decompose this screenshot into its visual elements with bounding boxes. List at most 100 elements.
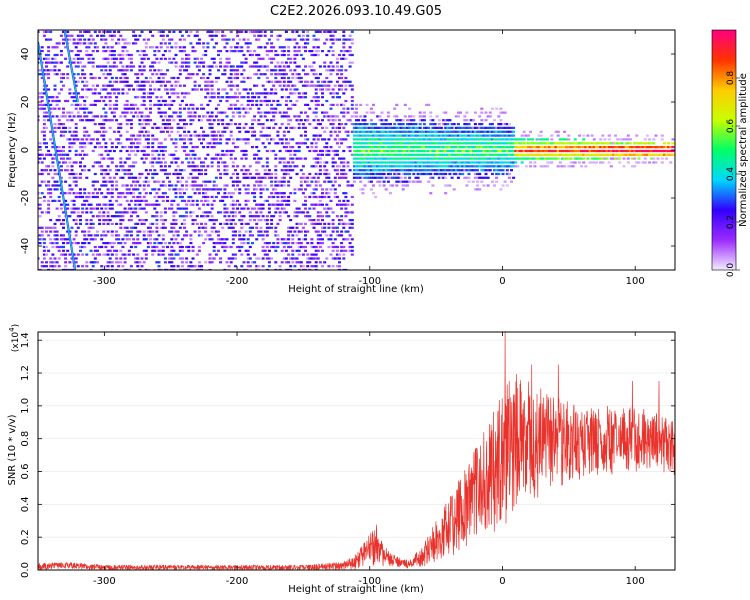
spectrogram-cell xyxy=(344,192,348,195)
spectrogram-cell xyxy=(238,38,242,41)
spectrogram-cell xyxy=(178,226,182,229)
spectrogram-cell xyxy=(155,199,159,202)
spectrogram-cell xyxy=(38,57,40,60)
spectrogram-cell xyxy=(416,134,420,137)
spectrogram-cell xyxy=(119,222,123,225)
spectrogram-cell xyxy=(403,130,407,133)
spectrogram-cell xyxy=(490,153,494,156)
spectrogram-cell xyxy=(110,203,114,206)
spectrogram-cell xyxy=(62,73,65,76)
spectrogram-cell xyxy=(72,96,76,99)
spectrogram-cell xyxy=(323,84,327,87)
spectrogram-cell xyxy=(62,153,65,156)
spectrogram-cell xyxy=(299,230,303,233)
spectrogram-cell xyxy=(155,149,159,153)
spectrogram-cell xyxy=(81,207,85,210)
spectrogram-cell xyxy=(195,88,199,91)
spectrogram-cell xyxy=(338,38,341,41)
spectrogram-cell xyxy=(280,123,284,126)
spectrogram-cell xyxy=(463,134,467,137)
spectrogram-cell xyxy=(422,165,426,168)
spectrogram-cell xyxy=(304,96,307,99)
spectrogram-cell xyxy=(106,157,110,160)
spectrogram-cell xyxy=(357,149,361,153)
spectrogram-cell xyxy=(306,146,310,149)
spectrogram-cell xyxy=(469,142,473,145)
spectrogram-cell xyxy=(342,169,346,172)
spectrogram-cell xyxy=(66,238,70,241)
spectrogram-cell xyxy=(444,157,448,160)
spectrogram-cell xyxy=(96,230,99,233)
spectrogram-cell xyxy=(293,57,297,60)
spectrogram-cell xyxy=(140,96,144,99)
spectrogram-cell xyxy=(149,103,152,106)
spectrogram-cell xyxy=(344,80,348,83)
spectrogram-cell xyxy=(425,130,429,133)
spectrogram-cell xyxy=(79,153,82,156)
spectrogram-cell xyxy=(236,99,240,103)
spectrogram-cell xyxy=(376,138,380,141)
spectrogram-cell xyxy=(40,107,44,110)
spectrogram-cell xyxy=(208,65,212,68)
spectrogram-cell xyxy=(342,115,346,118)
spectrogram-cell xyxy=(229,149,233,153)
spectrogram-cell xyxy=(280,61,284,64)
spectrogram-cell xyxy=(310,65,314,68)
spectrogram-cell xyxy=(295,165,299,168)
spectrogram-cell xyxy=(374,165,378,168)
spectrogram-cell xyxy=(282,207,286,210)
spectrogram-cell xyxy=(214,34,218,37)
spectrogram-cell xyxy=(229,103,233,106)
spectrogram-cell xyxy=(314,172,318,176)
spectrogram-cell xyxy=(140,219,144,222)
spectrogram-cell xyxy=(376,142,380,145)
spectrogram-cell xyxy=(178,50,182,53)
spectrogram-cell xyxy=(476,138,479,141)
spectrogram-cell xyxy=(306,180,310,183)
spectrogram-cell xyxy=(437,176,441,179)
spectrogram-cell xyxy=(374,169,378,172)
spectrogram-cell xyxy=(168,30,172,33)
spectrogram-cell xyxy=(410,149,414,153)
spectrogram-cell xyxy=(301,84,305,87)
spectrogram-cell xyxy=(91,180,95,183)
spectrogram-cell xyxy=(159,169,163,172)
spectrogram-cell xyxy=(278,149,282,153)
spectrogram-cell xyxy=(361,172,365,176)
spectrogram-cell xyxy=(197,245,201,249)
spectrogram-cell xyxy=(325,146,329,149)
spectrogram-cell xyxy=(76,53,80,57)
spectrogram-cell xyxy=(183,107,186,110)
spectrogram-cell xyxy=(316,38,320,41)
spectrogram-cell xyxy=(234,230,237,233)
spectrogram-cell xyxy=(365,103,369,106)
spectrogram-cell xyxy=(473,157,477,160)
spectrogram-cell xyxy=(85,30,89,33)
spectrogram-cell xyxy=(350,222,354,225)
spectrogram-cell xyxy=(79,34,82,37)
spectrogram-cell xyxy=(314,161,318,164)
spectrogram-cell xyxy=(74,138,78,141)
spectrogram-cell xyxy=(161,146,165,149)
spectrogram-cell xyxy=(132,242,136,245)
spectrogram-cell xyxy=(386,172,390,176)
spectrogram-cell xyxy=(251,134,254,137)
spectrogram-cell xyxy=(297,211,301,214)
spectrogram-cell xyxy=(425,157,429,160)
spectrogram-cell xyxy=(280,138,284,141)
spectrogram-cell xyxy=(157,157,161,160)
spectrogram-cell xyxy=(79,192,82,195)
spectrogram-cell xyxy=(112,34,116,37)
spectrogram-cell xyxy=(323,169,327,172)
spectrogram-cell xyxy=(108,73,112,76)
spectrogram-cell xyxy=(304,142,307,145)
spectrogram-cell xyxy=(493,149,496,153)
spectrogram-cell xyxy=(200,76,203,80)
spectrogram-cell xyxy=(144,80,148,83)
spectrogram-cell xyxy=(439,142,443,145)
spectrogram-cell xyxy=(444,123,448,126)
spectrogram-cell xyxy=(121,46,125,49)
spectrogram-cell xyxy=(180,265,184,268)
spectrogram-cell xyxy=(234,46,237,49)
spectrogram-cell xyxy=(62,268,65,270)
